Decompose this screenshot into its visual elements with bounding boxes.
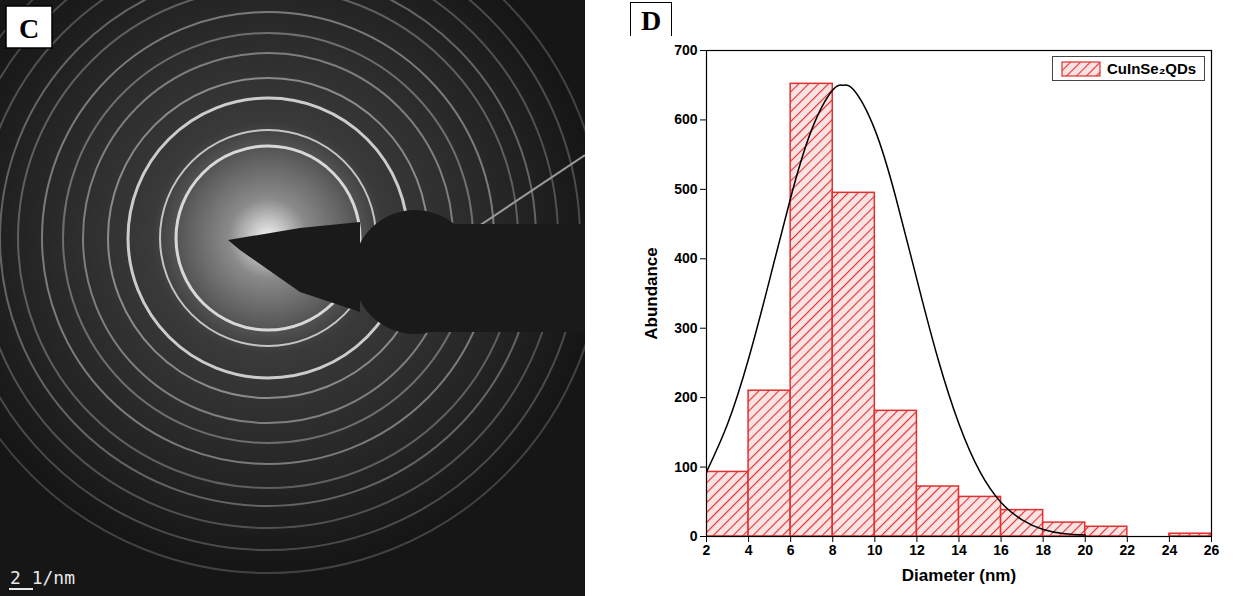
svg-text:0: 0	[690, 528, 698, 544]
svg-text:10: 10	[867, 542, 883, 558]
svg-text:14: 14	[951, 542, 967, 558]
svg-text:8: 8	[829, 542, 837, 558]
svg-text:2 1/nm: 2 1/nm	[10, 567, 75, 588]
svg-text:600: 600	[674, 111, 698, 127]
svg-text:100: 100	[674, 459, 698, 475]
svg-text:26: 26	[1204, 542, 1220, 558]
svg-text:24: 24	[1162, 542, 1178, 558]
svg-text:12: 12	[909, 542, 925, 558]
svg-text:400: 400	[674, 250, 698, 266]
svg-text:2: 2	[703, 542, 711, 558]
svg-text:Diameter (nm): Diameter (nm)	[902, 566, 1016, 585]
svg-text:C: C	[19, 13, 39, 44]
svg-text:Abundance: Abundance	[642, 247, 661, 340]
html-text:D: D	[640, 5, 662, 36]
svg-text:18: 18	[1035, 542, 1051, 558]
svg-text:20: 20	[1077, 542, 1093, 558]
svg-text:4: 4	[745, 542, 753, 558]
svg-text:16: 16	[993, 542, 1009, 558]
svg-text:6: 6	[787, 542, 795, 558]
html-text:CuInSe₂QDs: CuInSe₂QDs	[1107, 60, 1197, 77]
svg-text:22: 22	[1120, 542, 1136, 558]
svg-text:500: 500	[674, 181, 698, 197]
svg-text:700: 700	[674, 42, 698, 58]
svg-text:300: 300	[674, 320, 698, 336]
svg-text:200: 200	[674, 389, 698, 405]
